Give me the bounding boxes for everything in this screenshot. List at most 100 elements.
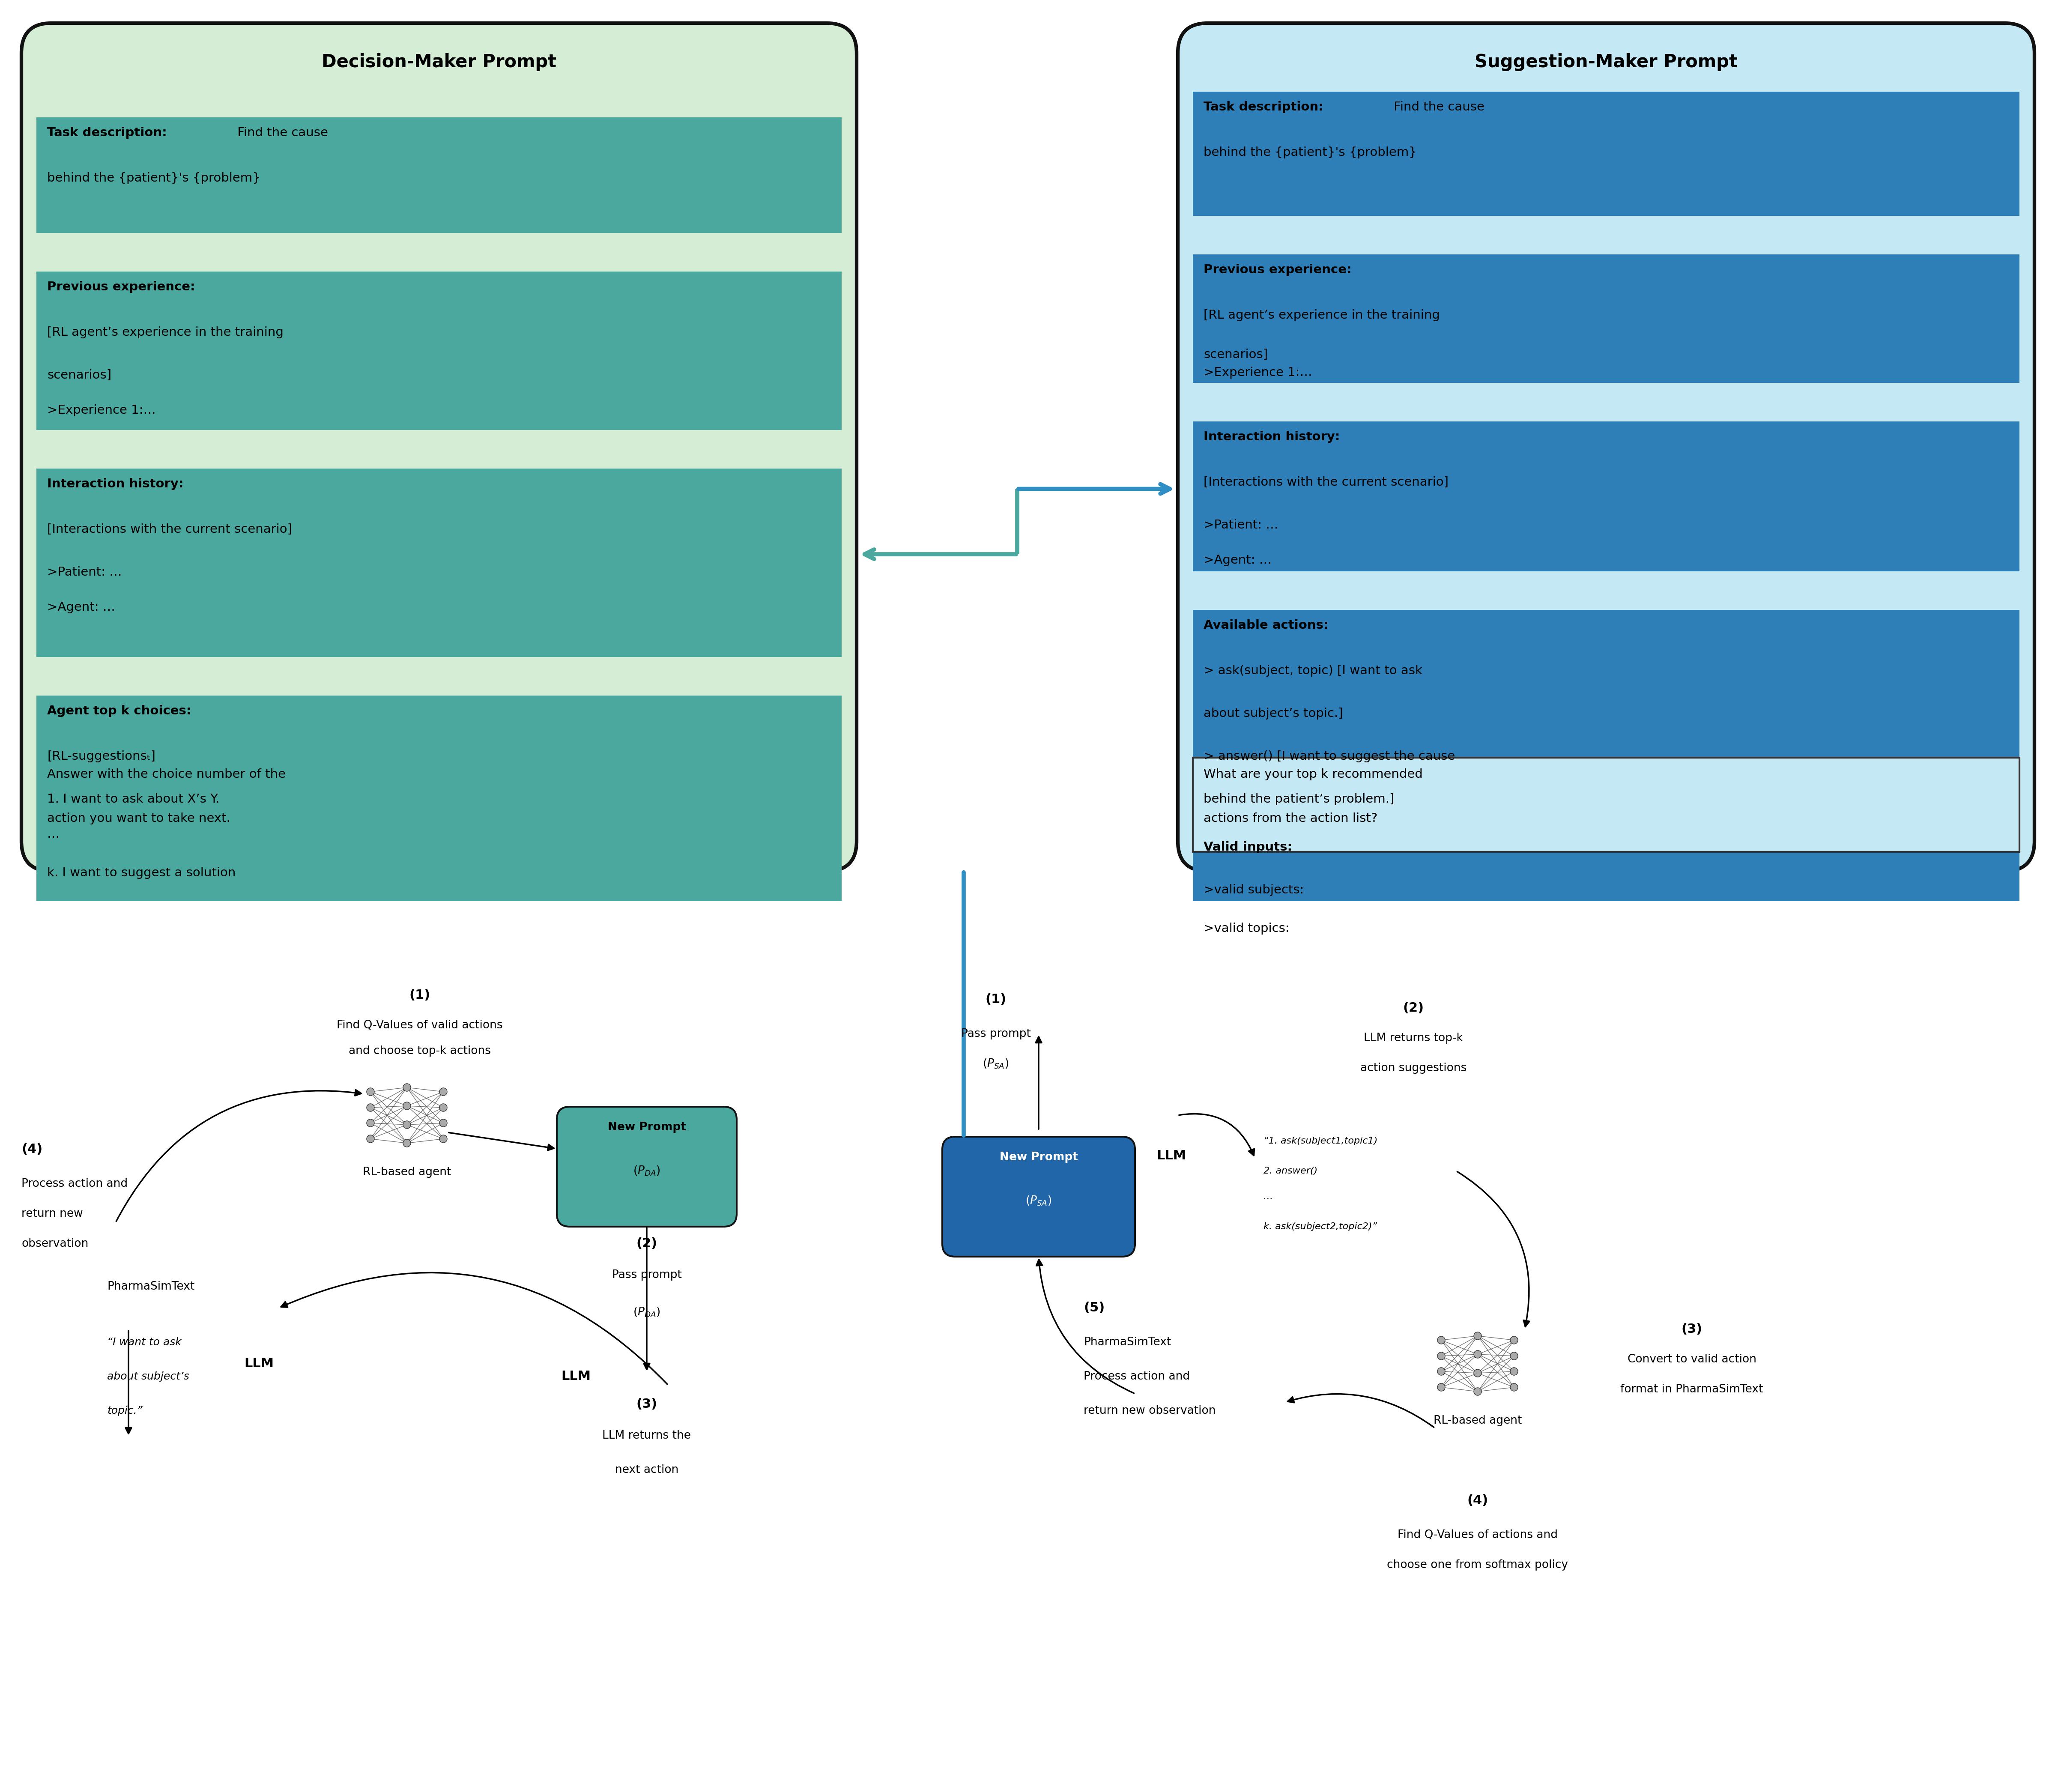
Circle shape — [440, 1104, 448, 1111]
Circle shape — [1473, 1369, 1482, 1376]
Circle shape — [366, 1134, 374, 1143]
Text: Process action and: Process action and — [21, 1179, 127, 1190]
Text: LLM: LLM — [245, 1358, 273, 1369]
Circle shape — [1510, 1353, 1519, 1360]
Text: Available actions:: Available actions: — [1204, 620, 1328, 631]
Text: New Prompt: New Prompt — [608, 1122, 686, 1133]
FancyBboxPatch shape — [21, 23, 857, 871]
Bar — [1192, 254, 2020, 383]
Text: >Patient: …: >Patient: … — [47, 566, 121, 579]
Text: and choose top-k actions: and choose top-k actions — [349, 1045, 491, 1057]
Text: PharmaSimText: PharmaSimText — [107, 1281, 195, 1292]
Circle shape — [366, 1120, 374, 1127]
Text: Interaction history:: Interaction history: — [47, 478, 183, 489]
Text: [Interactions with the current scenario]: [Interactions with the current scenario] — [1204, 477, 1449, 487]
Text: LLM returns top-k: LLM returns top-k — [1365, 1032, 1463, 1043]
Text: Convert to valid action: Convert to valid action — [1628, 1353, 1757, 1366]
Circle shape — [1510, 1337, 1519, 1344]
Text: Interaction history:: Interaction history: — [1204, 430, 1340, 443]
Text: LLM: LLM — [1157, 1149, 1186, 1161]
Text: return new: return new — [21, 1208, 82, 1219]
Circle shape — [403, 1140, 411, 1147]
Text: about subject’s topic.]: about subject’s topic.] — [1204, 708, 1344, 720]
Text: Suggestion-Maker Prompt: Suggestion-Maker Prompt — [1475, 54, 1739, 72]
FancyBboxPatch shape — [557, 1107, 736, 1228]
Circle shape — [440, 1120, 448, 1127]
Text: RL-based agent: RL-based agent — [362, 1167, 452, 1177]
Circle shape — [1473, 1387, 1482, 1396]
Text: LLM returns the: LLM returns the — [602, 1430, 690, 1441]
Circle shape — [1473, 1331, 1482, 1340]
Text: > ask(subject, topic) [I want to ask: > ask(subject, topic) [I want to ask — [1204, 665, 1422, 677]
Text: RL-based agent: RL-based agent — [1434, 1416, 1523, 1426]
Text: [RL agent’s experience in the training: [RL agent’s experience in the training — [47, 326, 284, 339]
Circle shape — [440, 1134, 448, 1143]
Text: format in PharmaSimText: format in PharmaSimText — [1621, 1383, 1763, 1394]
FancyBboxPatch shape — [1178, 23, 2034, 871]
Text: >Agent: …: >Agent: … — [47, 602, 115, 613]
Text: behind the {patient}'s {problem}: behind the {patient}'s {problem} — [47, 172, 261, 185]
Circle shape — [1436, 1383, 1445, 1391]
Text: Pass prompt: Pass prompt — [962, 1029, 1032, 1039]
Text: Pass prompt: Pass prompt — [612, 1269, 682, 1281]
Text: (2): (2) — [1404, 1002, 1424, 1014]
Circle shape — [1473, 1351, 1482, 1358]
Bar — [1192, 609, 2020, 901]
Text: > answer() [I want to suggest the cause: > answer() [I want to suggest the cause — [1204, 751, 1455, 762]
Circle shape — [403, 1084, 411, 1091]
Circle shape — [366, 1088, 374, 1095]
Text: >valid topics:: >valid topics: — [1204, 923, 1288, 935]
Text: (3): (3) — [637, 1398, 658, 1410]
Text: [RL agent’s experience in the training: [RL agent’s experience in the training — [1204, 310, 1441, 321]
Circle shape — [1436, 1367, 1445, 1374]
FancyBboxPatch shape — [943, 1136, 1134, 1256]
Text: Task description:: Task description: — [1204, 100, 1323, 113]
Text: >Agent: …: >Agent: … — [1204, 554, 1272, 566]
Text: scenarios]: scenarios] — [47, 369, 111, 382]
Text: >valid subjects:: >valid subjects: — [1204, 883, 1305, 896]
Bar — [1192, 91, 2020, 215]
Circle shape — [1436, 1353, 1445, 1360]
Bar — [37, 272, 843, 430]
Text: What are your top k recommended: What are your top k recommended — [1204, 769, 1422, 780]
Text: Agent top k choices:: Agent top k choices: — [47, 704, 191, 717]
Text: Previous experience:: Previous experience: — [47, 281, 195, 292]
Text: scenarios]: scenarios] — [1204, 349, 1268, 360]
Bar — [37, 695, 843, 901]
Text: (3): (3) — [1681, 1322, 1702, 1335]
Text: New Prompt: New Prompt — [999, 1152, 1077, 1163]
Text: Answer with the choice number of the: Answer with the choice number of the — [47, 769, 286, 780]
Bar — [1192, 758, 2020, 851]
Text: ($P_{DA}$): ($P_{DA}$) — [633, 1306, 660, 1319]
Text: (1): (1) — [984, 993, 1007, 1005]
Text: >Experience 1:…: >Experience 1:… — [1204, 367, 1313, 378]
Text: Previous experience:: Previous experience: — [1204, 263, 1352, 276]
Text: ($P_{DA}$): ($P_{DA}$) — [633, 1165, 660, 1177]
Text: [RL-suggestionsₜ]: [RL-suggestionsₜ] — [47, 751, 156, 762]
Text: ($P_{SA}$): ($P_{SA}$) — [1025, 1195, 1052, 1206]
Text: “1. ask(subject1,topic1): “1. ask(subject1,topic1) — [1264, 1136, 1377, 1145]
Text: Valid inputs:: Valid inputs: — [1204, 840, 1293, 853]
Bar — [37, 468, 843, 658]
Text: Find Q-Values of valid actions: Find Q-Values of valid actions — [337, 1020, 503, 1030]
Text: Find the cause: Find the cause — [234, 127, 329, 138]
Text: next action: next action — [614, 1464, 678, 1475]
Circle shape — [1510, 1383, 1519, 1391]
Text: observation: observation — [21, 1238, 88, 1249]
Text: return new observation: return new observation — [1083, 1405, 1217, 1416]
Text: action suggestions: action suggestions — [1360, 1063, 1467, 1073]
Circle shape — [1436, 1337, 1445, 1344]
Text: choose one from softmax policy: choose one from softmax policy — [1387, 1559, 1568, 1570]
Text: 2. answer(): 2. answer() — [1264, 1167, 1317, 1176]
Text: behind the patient’s problem.]: behind the patient’s problem.] — [1204, 794, 1393, 805]
Text: actions from the action list?: actions from the action list? — [1204, 812, 1377, 824]
Text: [Interactions with the current scenario]: [Interactions with the current scenario] — [47, 523, 292, 536]
Text: (4): (4) — [1467, 1495, 1488, 1507]
Text: (5): (5) — [1083, 1301, 1106, 1314]
Circle shape — [366, 1104, 374, 1111]
Circle shape — [403, 1120, 411, 1129]
Circle shape — [440, 1088, 448, 1095]
Text: (4): (4) — [21, 1143, 43, 1156]
Text: Task description:: Task description: — [47, 127, 166, 138]
Bar — [1192, 421, 2020, 572]
